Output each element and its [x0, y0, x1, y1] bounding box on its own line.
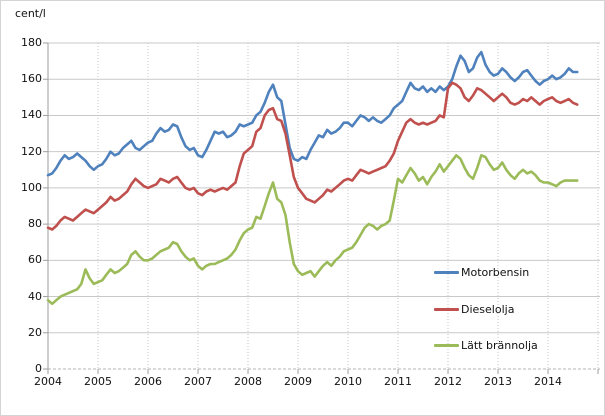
- legend-label-latt-brannolja: Lätt brännolja: [461, 338, 538, 352]
- y-tick-label: 0: [35, 362, 42, 375]
- y-tick-label: 60: [28, 253, 42, 267]
- x-tick-label: 2005: [84, 375, 112, 388]
- x-tick-label: 2011: [384, 375, 412, 388]
- x-tick-label: 2010: [334, 375, 362, 388]
- x-tick-label: 2009: [284, 375, 312, 388]
- x-tick-label: 2007: [184, 375, 212, 388]
- x-tick-label: 2008: [234, 375, 262, 388]
- legend-item-latt-brannolja: Lätt brännolja: [434, 338, 538, 352]
- y-tick-label: 140: [21, 108, 42, 122]
- legend-line-dieselolja: [434, 307, 459, 311]
- legend-line-motorbensin: [434, 270, 459, 274]
- legend-item-dieselolja: Dieselolja: [434, 302, 514, 316]
- legend-line-latt-brannolja: [434, 343, 459, 347]
- x-tick-label: 2014: [534, 375, 562, 388]
- y-tick-label: 180: [21, 36, 42, 49]
- series-line-motorbensin: [46, 50, 579, 177]
- series-line-dieselolja: [46, 81, 579, 231]
- y-tick-label: 40: [28, 289, 42, 303]
- series-line-l-tt-br-nnolja: [46, 154, 579, 306]
- y-tick-label: 160: [21, 72, 42, 86]
- y-tick-label: 20: [28, 325, 42, 339]
- y-tick-label: 120: [21, 144, 42, 158]
- x-tick-label: 2006: [134, 375, 162, 388]
- legend-label-dieselolja: Dieselolja: [461, 302, 515, 316]
- x-tick-label: 2004: [34, 375, 62, 388]
- x-tick-label: 2013: [484, 375, 512, 388]
- legend-item-motorbensin: Motorbensin: [434, 265, 529, 279]
- x-tick-label: 2012: [434, 375, 462, 388]
- y-tick-label: 80: [28, 217, 42, 231]
- legend-label-motorbensin: Motorbensin: [461, 265, 530, 279]
- y-tick-label: 100: [21, 180, 42, 194]
- y-axis-unit-label: cent/l: [15, 7, 46, 20]
